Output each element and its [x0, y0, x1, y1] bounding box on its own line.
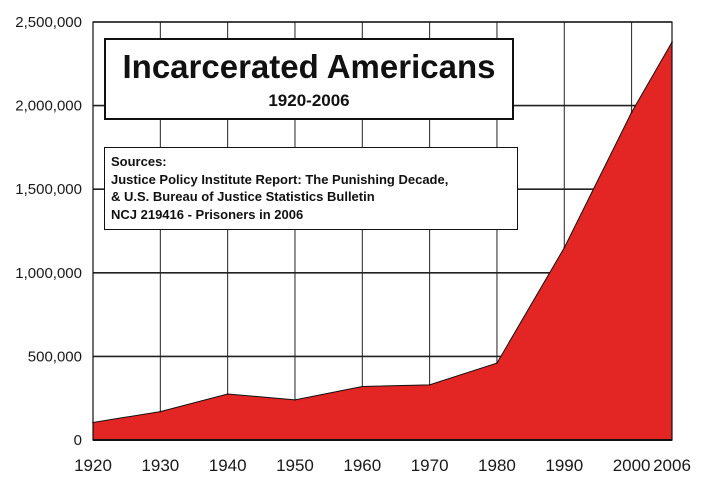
source-line-3: NCJ 219416 - Prisoners in 2006 — [111, 206, 304, 222]
y-tick-label: 500,000 — [28, 348, 82, 365]
incarceration-line — [92, 41, 673, 423]
data-point-1970 — [428, 384, 431, 386]
data-point-1940 — [226, 393, 229, 395]
x-tick-label: 2006 — [653, 456, 691, 475]
y-tick-label: 0 — [74, 432, 82, 449]
y-tick-label: 2,000,000 — [15, 98, 82, 115]
x-tick-labels: 1920 1930 1940 1950 1960 1970 1980 1990 2000 2006 — [74, 456, 691, 475]
data-point-1950 — [294, 399, 296, 401]
chart-title: Incarcerated Americans — [122, 48, 496, 85]
x-tick-label: 1930 — [141, 456, 179, 475]
y-tick-label: 2,500,000 — [15, 14, 82, 31]
x-tick-label: 1980 — [478, 456, 516, 475]
x-tick-label: 1940 — [209, 456, 247, 475]
y-tick-labels: 0 500,000 1,000,000 1,500,000 2,000,000 2,500… — [15, 14, 82, 449]
source-line-2: & U.S. Bureau of Justice Statistics Bull… — [111, 189, 375, 204]
data-point-1960 — [361, 385, 364, 388]
x-tick-label: 2000 — [613, 456, 651, 475]
incarceration-area — [93, 42, 672, 441]
data-point-2000 — [630, 111, 633, 114]
chart-title-box: Incarcerated Americans 1920-2006 — [104, 38, 514, 120]
y-tick-label: 1,500,000 — [15, 181, 82, 198]
x-tick-label: 1960 — [343, 456, 381, 475]
sources-annotation: Sources: Justice Policy Institute Report… — [104, 147, 518, 230]
data-point-1930 — [159, 410, 162, 413]
x-tick-label: 1970 — [411, 456, 449, 475]
data-point-1980 — [496, 362, 498, 364]
x-tick-label: 1920 — [74, 456, 112, 475]
chart-subtitle: 1920-2006 — [268, 91, 350, 110]
data-point-1990 — [563, 246, 566, 249]
x-tick-label: 1990 — [545, 456, 583, 475]
axis-layer — [92, 21, 673, 441]
x-tick-label: 1950 — [276, 456, 314, 475]
sources-heading: Sources: — [111, 154, 167, 169]
source-line-1: Justice Policy Institute Report: The Pun… — [111, 171, 449, 187]
y-tick-label: 1,000,000 — [15, 265, 82, 282]
